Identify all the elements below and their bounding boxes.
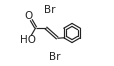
Text: Br: Br [44, 5, 55, 15]
Text: Br: Br [48, 52, 60, 62]
Text: O: O [24, 11, 33, 21]
Text: HO: HO [20, 35, 36, 45]
